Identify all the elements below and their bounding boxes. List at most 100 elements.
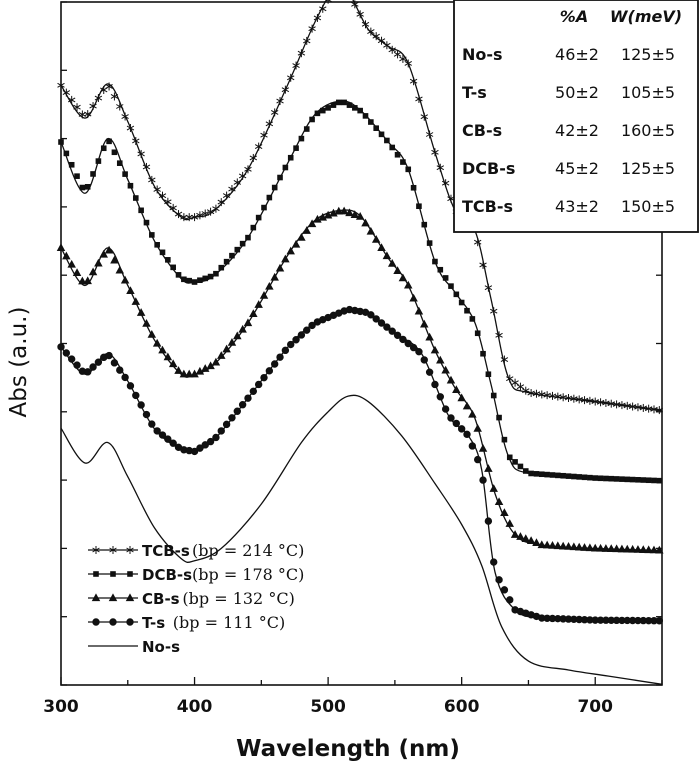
data-point-cb-s: [355, 212, 365, 220]
data-point-tcb-s: [473, 238, 482, 247]
table-row-w: 105±5: [621, 83, 675, 102]
data-point-t-s: [260, 373, 268, 382]
data-point-t-s: [132, 391, 140, 400]
data-point-tcb-s: [142, 162, 151, 171]
data-point-cb-s: [409, 293, 418, 302]
data-point-cb-s: [649, 545, 659, 554]
series-layer: [56, 0, 664, 685]
data-point-tcb-s: [62, 88, 71, 97]
data-point-tcb-s: [260, 131, 268, 140]
data-point-cb-s: [478, 444, 488, 452]
data-point-tcb-s: [121, 112, 129, 121]
data-point-dcb-s: [218, 264, 225, 271]
data-point-dcb-s: [191, 279, 198, 285]
data-point-t-s: [206, 437, 215, 446]
x-tick-label: 400: [177, 697, 213, 717]
data-point-dcb-s: [442, 275, 449, 281]
inset-table-box: [453, 0, 699, 233]
data-point-tcb-s: [78, 110, 87, 119]
data-point-cb-s: [62, 251, 71, 260]
data-point-t-s: [73, 361, 81, 369]
series-tcb-s: [57, 0, 664, 415]
data-point-dcb-s: [207, 273, 214, 280]
data-point-dcb-s: [319, 107, 326, 114]
data-point-dcb-s: [410, 184, 417, 191]
table-row-w: 125±5: [621, 159, 675, 178]
data-point-dcb-s: [223, 258, 230, 265]
legend-label: T-s: [142, 614, 165, 632]
data-point-dcb-s: [624, 476, 631, 483]
data-point-tcb-s: [500, 355, 509, 364]
data-point-tcb-s: [174, 210, 183, 219]
data-point-tcb-s: [254, 142, 263, 151]
data-point-dcb-s: [341, 99, 347, 106]
data-point-cb-s: [601, 544, 611, 552]
data-point-dcb-s: [506, 454, 513, 461]
data-point-dcb-s: [522, 468, 529, 474]
data-point-t-s: [57, 343, 65, 351]
data-point-dcb-s: [271, 184, 278, 191]
data-point-dcb-s: [469, 316, 476, 322]
data-point-dcb-s: [619, 476, 625, 482]
data-point-dcb-s: [533, 471, 540, 477]
data-point-dcb-s: [501, 436, 508, 443]
data-point-cb-s: [633, 545, 643, 553]
data-point-tcb-s: [436, 163, 445, 172]
legend-label: No-s: [142, 638, 180, 656]
data-point-tcb-s: [319, 4, 327, 13]
data-point-t-s: [452, 419, 461, 428]
data-point-cb-s: [152, 338, 162, 347]
data-point-dcb-s: [239, 240, 246, 247]
legend-marker-dcb-s: [127, 571, 133, 577]
data-point-tcb-s: [137, 149, 145, 158]
data-point-dcb-s: [106, 138, 112, 145]
data-point-t-s: [292, 336, 300, 344]
data-point-cb-s: [184, 369, 194, 378]
data-point-dcb-s: [608, 475, 615, 482]
data-point-cb-s: [612, 544, 621, 553]
data-point-tcb-s: [409, 77, 418, 86]
data-point-t-s: [383, 323, 391, 331]
data-point-dcb-s: [325, 105, 331, 111]
data-point-dcb-s: [517, 463, 524, 470]
data-point-cb-s: [366, 226, 376, 235]
data-point-tcb-s: [228, 185, 236, 194]
data-point-tcb-s: [506, 374, 514, 383]
data-point-dcb-s: [474, 330, 481, 337]
data-point-t-s: [222, 420, 231, 429]
data-point-t-s: [270, 360, 279, 368]
data-point-cb-s: [243, 318, 253, 327]
data-point-dcb-s: [213, 270, 219, 277]
inset-table: %A W(meV) No-s 46±2 125±5 T-s 50±2 105±5 CB-s 4…: [453, 0, 699, 233]
legend-marker-cb-s: [108, 593, 118, 602]
data-point-cb-s: [206, 361, 215, 370]
data-point-cb-s: [580, 543, 589, 551]
data-point-cb-s: [72, 268, 82, 277]
data-point-cb-s: [494, 497, 504, 506]
data-point-cb-s: [452, 385, 461, 394]
data-point-cb-s: [617, 544, 627, 553]
data-point-dcb-s: [426, 240, 433, 246]
x-axis-title: Wavelength (nm): [236, 736, 460, 762]
data-point-cb-s: [126, 286, 135, 295]
data-point-cb-s: [441, 365, 450, 374]
data-point-tcb-s: [580, 396, 589, 405]
data-point-t-s: [110, 359, 119, 367]
legend-label: DCB-s: [142, 566, 192, 584]
data-point-cb-s: [398, 273, 408, 282]
data-point-dcb-s: [565, 473, 572, 479]
data-point-dcb-s: [400, 159, 406, 165]
data-point-cb-s: [473, 424, 482, 432]
data-point-tcb-s: [158, 191, 167, 200]
legend-item-cb-s: CB-s (bp = 132 °C): [88, 589, 295, 608]
data-point-cb-s: [596, 543, 605, 552]
data-point-cb-s: [430, 345, 440, 354]
data-point-cb-s: [457, 393, 466, 402]
data-point-t-s: [473, 455, 482, 464]
data-point-dcb-s: [597, 475, 604, 482]
data-point-tcb-s: [287, 73, 295, 82]
data-point-tcb-s: [83, 110, 92, 119]
data-point-cb-s: [67, 259, 76, 268]
data-point-cb-s: [110, 255, 119, 264]
